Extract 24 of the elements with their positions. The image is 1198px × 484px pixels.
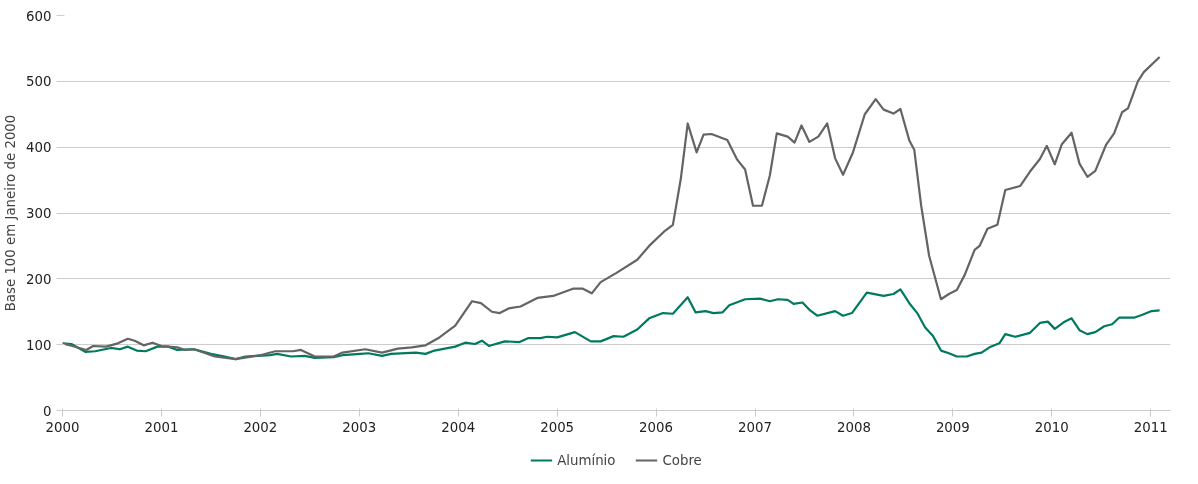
x-tick-label: 2005 [540,419,575,435]
legend-label: Alumínio [557,452,616,468]
y-tick-label: 0 [43,403,52,419]
y-tick-label: 300 [26,206,52,221]
y-tick-label: 200 [26,271,52,287]
x-tick-label: 2009 [935,419,970,435]
x-tick-label: 2007 [738,419,772,435]
y-tick-label: 500 [26,74,52,90]
legend-label: Cobre [662,452,702,468]
line-series [62,55,1161,361]
x-tick-label: 2004 [441,419,476,435]
x-tick-label: 2003 [342,419,377,435]
x-tick-label: 2001 [144,419,179,435]
line-series [62,288,1161,361]
x-tick-label: 2010 [1034,419,1069,435]
x-tick-label: 2000 [45,419,80,435]
x-tick-label: 2008 [836,419,871,435]
x-tick-label: 2011 [1133,419,1168,435]
y-tick-label: 400 [26,140,52,156]
y-tick-label: 600 [26,8,52,24]
x-tick-label: 2002 [243,419,278,435]
y-axis-title: Base 100 em Janeiro de 2000 [3,114,19,312]
x-tick-label: 2006 [639,419,674,435]
y-tick-label: 100 [26,337,52,353]
